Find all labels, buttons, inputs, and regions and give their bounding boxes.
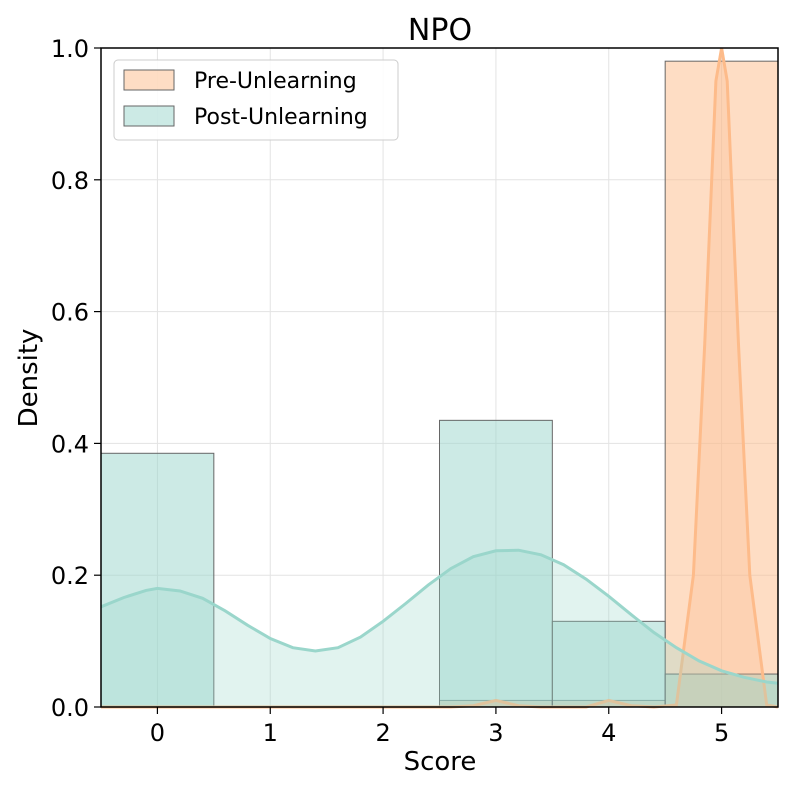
bar-series-1-score-4 <box>551 620 666 708</box>
x-tick-label: 3 <box>488 719 503 747</box>
legend-swatch-series-0 <box>123 69 175 91</box>
y-axis-label: Density <box>14 329 44 428</box>
x-tick-label: 5 <box>714 719 729 747</box>
legend-box <box>113 59 399 141</box>
x-axis-label: Score <box>404 747 477 777</box>
chart-title: NPO <box>408 13 472 48</box>
x-tick-label: 2 <box>375 719 390 747</box>
legend: Pre-Unlearning Post-Unlearning <box>113 59 399 141</box>
legend-label-series-1: Post-Unlearning <box>194 105 368 130</box>
x-tick-label: 1 <box>263 719 278 747</box>
legend-swatch-series-1 <box>123 105 175 127</box>
y-tick-label: 0.8 <box>51 167 89 195</box>
kde-curves <box>100 47 779 709</box>
y-tick-label: 0.6 <box>51 299 89 327</box>
kde-fill-series-0 <box>101 48 778 707</box>
y-tick-label: 1.0 <box>51 35 89 63</box>
x-tick-label: 0 <box>150 719 165 747</box>
legend-label-series-0: Pre-Unlearning <box>194 69 357 94</box>
y-tick-label: 0.4 <box>51 430 89 458</box>
x-axis-ticks: 0 1 2 3 4 5 <box>150 707 729 747</box>
kde-fill-series-1 <box>101 550 778 707</box>
kde-line-series-0 <box>101 47 779 709</box>
y-axis-ticks: 0.0 0.2 0.4 0.6 0.8 1.0 <box>51 35 101 722</box>
y-tick-label: 0.2 <box>51 562 89 590</box>
bar-series-0-score-5 <box>664 60 779 708</box>
y-tick-label: 0.0 <box>51 694 89 722</box>
kde-line-series-1 <box>100 548 779 685</box>
plot-frame <box>100 47 779 708</box>
x-tick-label: 4 <box>601 719 616 747</box>
